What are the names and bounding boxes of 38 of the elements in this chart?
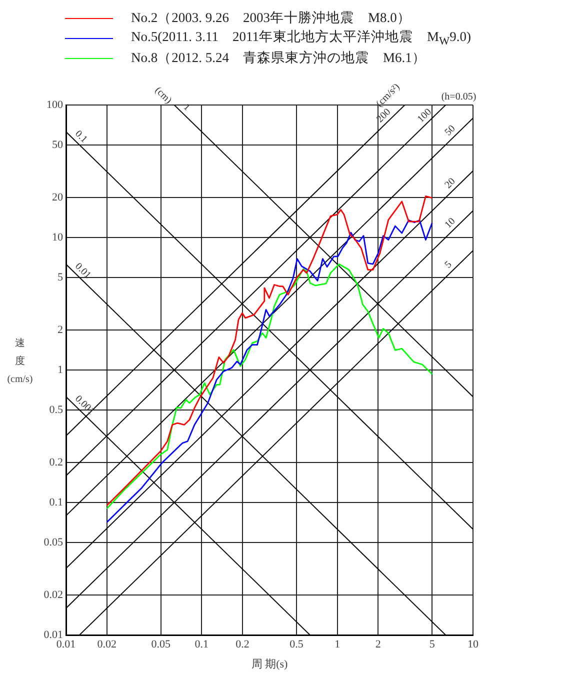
x-tick-label: 2: [375, 638, 381, 650]
y-axis-title: 速度(cm/s): [6, 336, 34, 387]
x-tick-label: 5: [429, 638, 436, 650]
y-tick-label: 1: [58, 364, 63, 376]
text: 50: [442, 123, 458, 138]
x-tick-label: 0.2: [236, 638, 250, 650]
y-tick-label: 0.01: [44, 628, 63, 641]
y-tick-label: 2: [58, 324, 63, 336]
x-tick-label: 0.1: [194, 638, 209, 650]
legend-label: No.5(2011. 3.11 2011年東北地方太平洋沖地震 M$_{W}$9.0): [131, 28, 471, 48]
y-tick-label: 20: [52, 192, 64, 204]
y-tick-label: 0.05: [44, 536, 64, 548]
x-tick-label: 1: [334, 638, 340, 650]
y-tick-label: 100: [46, 98, 64, 111]
y-tick-label: 0.5: [49, 404, 64, 416]
y-tick-label: 5: [58, 271, 64, 284]
text: 5: [442, 259, 454, 271]
y-tick-label: 50: [52, 138, 64, 151]
y-tick-label: 0.02: [44, 589, 63, 602]
y-tick-label: 10: [52, 231, 64, 244]
legend-label: No.8（2012. 5.24 青森県東方沖の地震 M6.1）: [131, 49, 426, 67]
x-axis-title: 周 期(s): [251, 658, 288, 670]
x-tick-label: 0.05: [151, 638, 171, 650]
x-tick-label: 0.5: [290, 638, 304, 650]
y-tick-label: 0.1: [49, 496, 63, 508]
x-tick-label: 10: [468, 638, 479, 650]
annotation: (cm): [152, 84, 174, 106]
text: 100: [416, 106, 434, 125]
x-tick-label: 0.02: [97, 638, 116, 650]
text: 0.1: [72, 128, 90, 146]
text: 1: [180, 102, 192, 114]
legend-label: No.2（2003. 9.26 2003年十勝沖地震 M8.0）: [131, 9, 411, 27]
y-tick-label: 0.2: [49, 456, 63, 469]
text: (h=0.05): [441, 92, 476, 103]
text: 20: [442, 176, 458, 191]
text: 0.01: [72, 260, 93, 282]
text: 10: [442, 216, 458, 231]
text: 200: [374, 106, 394, 125]
